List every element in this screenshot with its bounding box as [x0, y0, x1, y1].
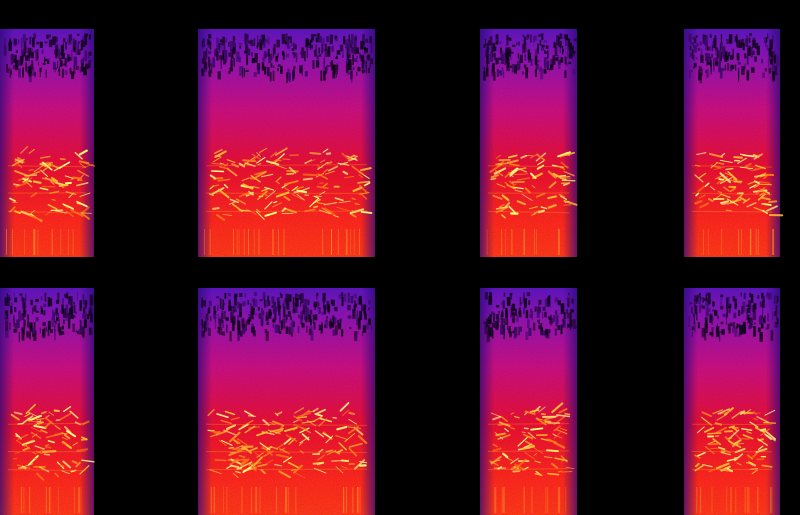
spectrogram-panel [198, 29, 375, 257]
spectrogram-panel [0, 288, 94, 515]
spectrogram-panel [684, 288, 780, 515]
spectrogram-panel [480, 288, 577, 515]
spectrogram-panel [684, 29, 782, 257]
spectrogram-panel [198, 288, 375, 515]
spectrogram-panel [480, 29, 577, 257]
spectrogram-panel [0, 29, 94, 257]
